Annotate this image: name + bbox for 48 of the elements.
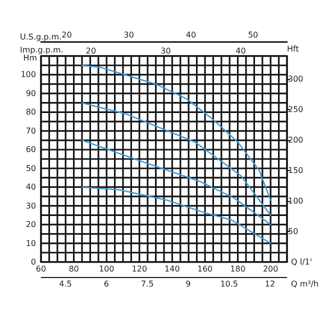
x2-axis-title: U.S.g.p.m. <box>20 32 62 42</box>
y-tick-label: 50 <box>26 164 36 173</box>
y2-tick-label: 100 <box>288 196 304 206</box>
text: 20 <box>86 46 96 56</box>
x-tick-label: 120 <box>132 264 148 274</box>
x-tick-label: 200 <box>262 264 278 274</box>
line-series <box>81 186 272 244</box>
y-axis-title: Hm <box>23 54 38 62</box>
x2-tick-label: 50 <box>248 30 258 40</box>
x2-tick-label: 30 <box>124 30 134 40</box>
x-axis-title: Q l/1' <box>291 258 312 266</box>
y-tick-label: 10 <box>26 238 36 248</box>
x-tick-label: 140 <box>164 264 180 274</box>
text: 40 <box>236 46 246 56</box>
y2-tick-label: 150 <box>288 166 304 176</box>
text: 9 <box>186 280 191 288</box>
x2-tick-label: 20 <box>62 30 72 40</box>
y2-tick-label: 300 <box>288 74 304 84</box>
line-series <box>81 140 272 226</box>
line-series <box>81 102 272 216</box>
x-tick-label: 180 <box>230 264 246 274</box>
y-tick-label: 90 <box>26 88 36 98</box>
y-tick-label: 30 <box>26 201 36 210</box>
y-tick-label: 40 <box>26 182 36 192</box>
text: 12 <box>264 280 276 288</box>
x2-tick-label: 40 <box>186 30 196 40</box>
text: 4.5 <box>59 280 72 288</box>
x-tick-label: 160 <box>197 264 213 274</box>
y2-tick-label: 250 <box>288 105 304 114</box>
text: 30 <box>160 46 171 56</box>
y-tick-label: 100 <box>20 70 36 80</box>
y2-axis-title: Hft <box>287 44 299 54</box>
y-tick-label: 0 <box>30 258 36 266</box>
text: 7.5 <box>140 280 154 288</box>
text: Imp.g.p.m. <box>20 46 64 54</box>
x-tick-label: 60 <box>36 264 46 274</box>
x-tick-label: 100 <box>98 264 114 274</box>
text: Q m³/h <box>291 280 319 288</box>
y-tick-label: 20 <box>26 220 36 230</box>
x-tick-label: 80 <box>68 264 79 274</box>
text: 10.5 <box>220 280 238 288</box>
y2-tick-label: 50 <box>288 227 298 236</box>
line-series <box>81 64 272 201</box>
y-tick-label: 80 <box>26 108 36 117</box>
y-tick-label: 60 <box>26 145 36 154</box>
text: 6 <box>104 280 109 288</box>
y-tick-label: 70 <box>26 126 36 136</box>
y2-tick-label: 200 <box>288 136 304 145</box>
